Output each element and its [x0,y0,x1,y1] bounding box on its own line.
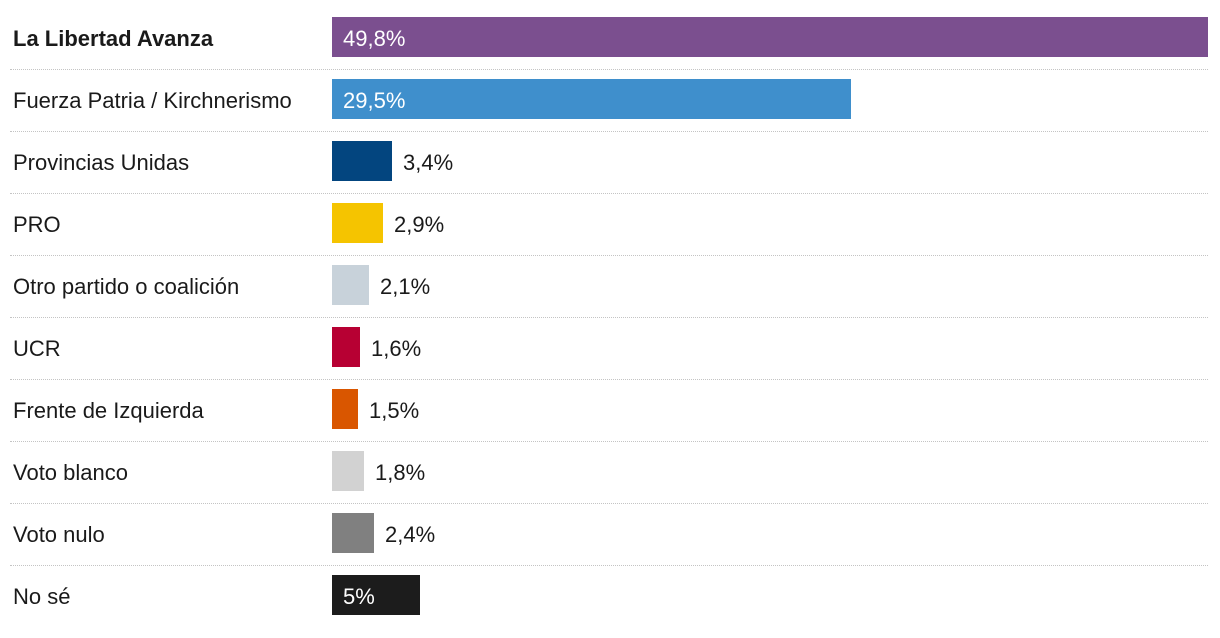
bar-row: UCR 1,6% [10,318,1208,380]
bar-row: PRO 2,9% [10,194,1208,256]
value-label: 49,8% [343,25,406,51]
category-label: Provincias Unidas [13,149,190,175]
bar [332,141,392,181]
category-label: Fuerza Patria / Kirchnerismo [13,87,292,113]
category-label: PRO [13,211,61,237]
value-label: 2,9% [394,211,445,237]
bar [332,79,851,119]
bar-row: Voto blanco 1,8% [10,442,1208,504]
value-label: 2,1% [380,273,431,299]
bar [332,575,420,615]
bar-row: Voto nulo 2,4% [10,504,1208,566]
bar-row: Otro partido o coalición 2,1% [10,256,1208,318]
category-label: La Libertad Avanza [13,25,214,51]
category-label: UCR [13,335,61,361]
value-label: 3,4% [403,149,454,175]
value-label: 29,5% [343,87,406,113]
bar [332,327,360,367]
bar [332,17,1208,57]
bar-row: La Libertad Avanza 49,8% [10,8,1208,70]
bar-row: No sé 5% [10,566,1208,628]
bar [332,203,383,243]
value-label: 2,4% [385,521,436,547]
value-label: 5% [343,584,375,609]
bar-row: Provincias Unidas 3,4% [10,132,1208,194]
bar [332,513,374,553]
value-label: 1,8% [375,459,426,485]
category-label: Frente de Izquierda [13,397,204,423]
value-label: 1,6% [371,335,422,361]
category-label: Voto nulo [13,521,105,547]
bar-row: Fuerza Patria / Kirchnerismo 29,5% [10,70,1208,132]
category-label: No sé [13,584,71,609]
category-label: Otro partido o coalición [13,273,240,299]
category-label: Voto blanco [13,459,128,485]
bar [332,389,358,429]
bar-row: Frente de Izquierda 1,5% [10,380,1208,442]
bar [332,451,364,491]
bar [332,265,369,305]
value-label: 1,5% [369,397,420,423]
